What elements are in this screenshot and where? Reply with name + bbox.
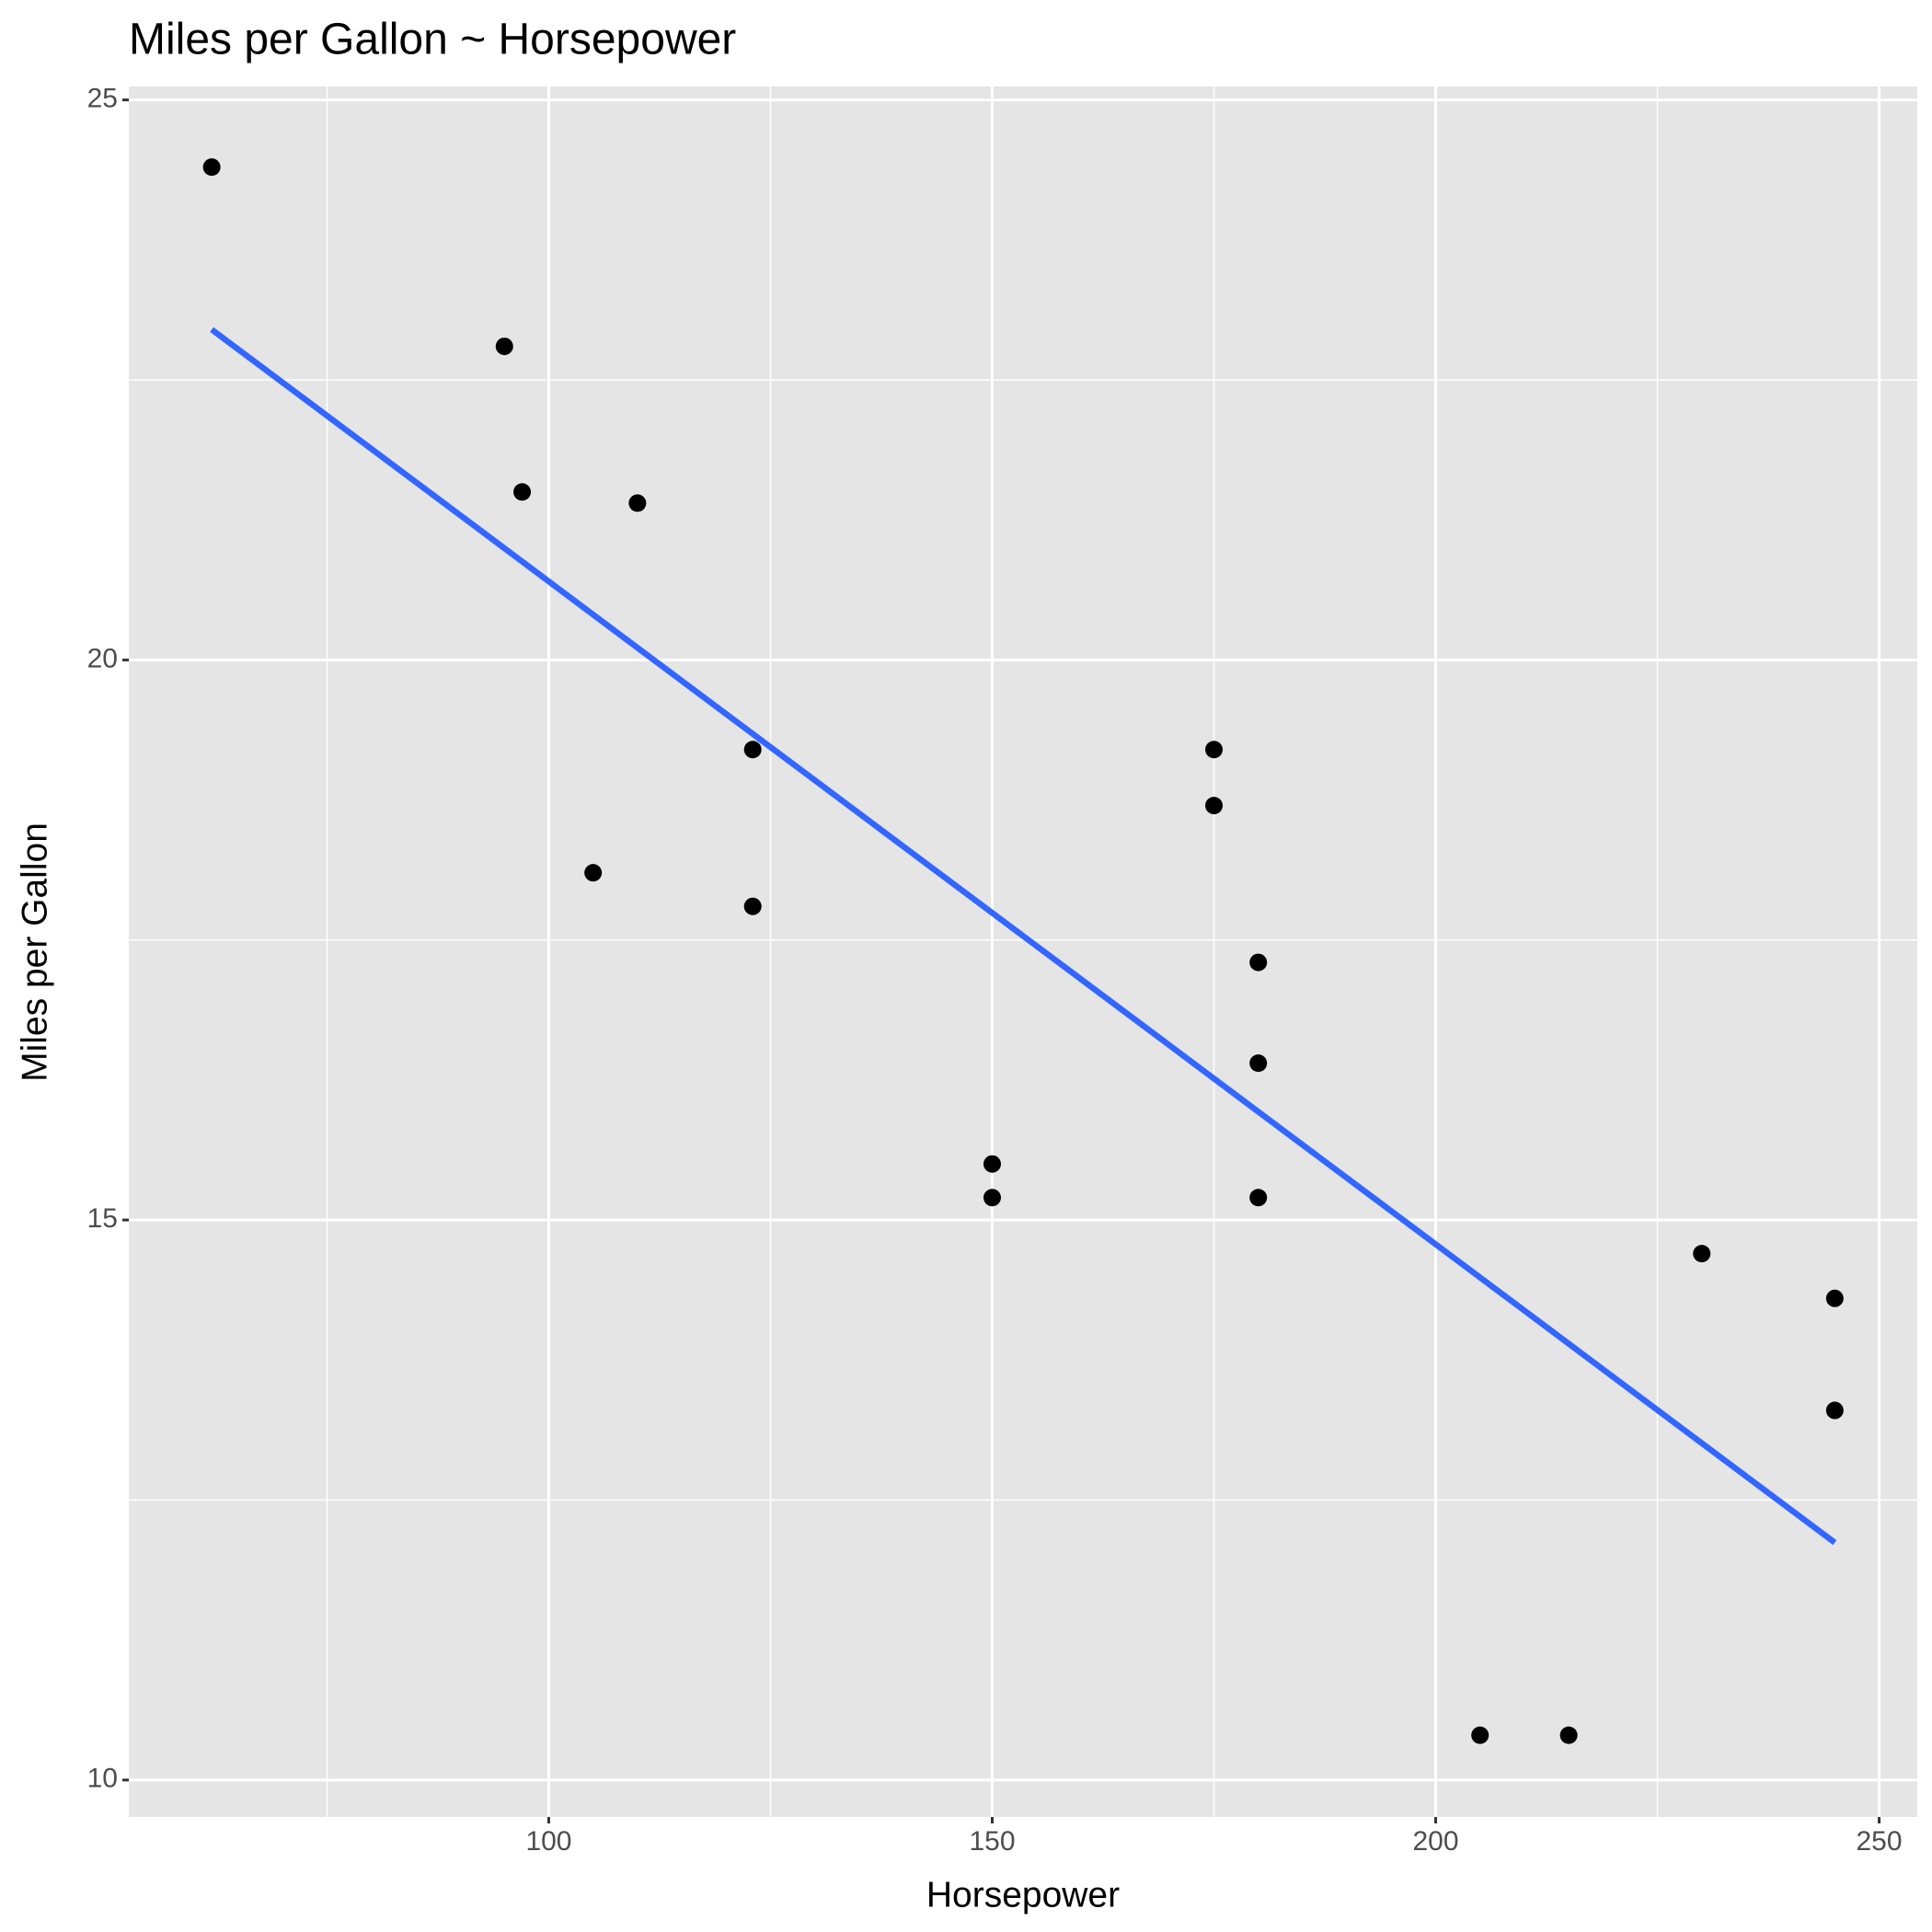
y-tick-label: 15 [87,1203,118,1234]
y-tick-label: 20 [87,643,118,673]
y-tick-label: 10 [87,1764,118,1794]
fit-line [210,327,1837,1546]
x-tick-label: 200 [1412,1826,1458,1857]
point [495,337,513,355]
x-axis-label: Horsepower [926,1875,1120,1915]
point [628,494,647,512]
x-tick-label: 100 [525,1826,571,1857]
point [1249,1054,1268,1073]
point [584,864,603,882]
x-tick-label: 250 [1857,1826,1903,1857]
point [743,741,762,759]
point [513,483,532,501]
point [1825,1289,1844,1307]
point [1693,1245,1711,1263]
plot-panel [129,86,1917,1817]
chart-title: Miles per Gallon ~ Horsepower [129,16,736,64]
point [743,897,762,915]
point [1825,1401,1844,1420]
y-axis-label: Miles per Gallon [15,822,54,1082]
point [1205,741,1224,759]
point [983,1155,1001,1173]
point [1249,1189,1268,1207]
point [1559,1726,1578,1744]
point [1205,797,1224,815]
x-tick-label: 150 [969,1826,1015,1857]
point [1471,1726,1489,1744]
y-tick-label: 25 [87,84,118,114]
point [1249,953,1268,972]
point [983,1189,1001,1207]
point [202,158,221,177]
